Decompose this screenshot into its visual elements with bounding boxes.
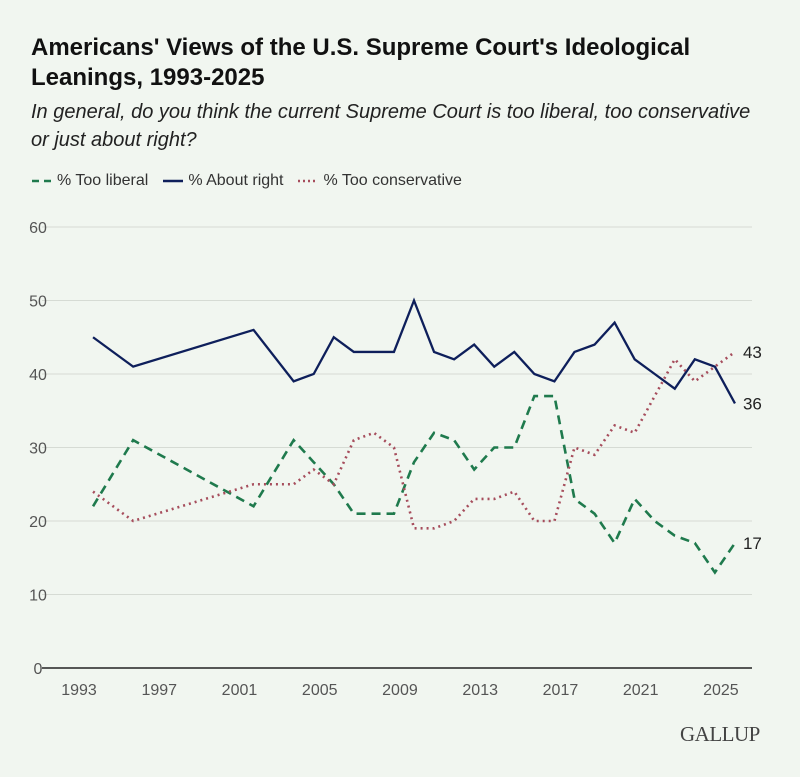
legend-label-about-right: % About right <box>188 172 284 189</box>
x-tick-label: 1993 <box>61 682 97 699</box>
x-tick-label: 2001 <box>222 682 258 699</box>
x-tick-label: 2025 <box>703 682 739 699</box>
legend-item-too-conservative: % Too conservative <box>297 172 462 190</box>
chart-title: Americans' Views of the U.S. Supreme Cou… <box>31 34 691 91</box>
legend: % Too liberal % About right % Too conser… <box>31 172 462 190</box>
end-value-label: 17 <box>743 534 762 553</box>
gallup-logo: GALLUP <box>680 722 760 746</box>
x-tick-label: 2017 <box>543 682 579 699</box>
end-value-label: 43 <box>743 343 762 362</box>
legend-label-too-liberal: % Too liberal <box>57 172 149 189</box>
y-tick-label: 0 <box>34 661 43 678</box>
legend-item-too-liberal: % Too liberal <box>31 172 148 190</box>
end-value-label: 36 <box>743 394 762 413</box>
legend-swatch-too-conservative <box>298 179 319 183</box>
y-tick-label: 50 <box>29 294 47 311</box>
x-tick-label: 1997 <box>141 682 177 699</box>
y-tick-label: 10 <box>29 588 47 605</box>
series-line-about-right <box>92 297 736 404</box>
y-tick-label: 20 <box>29 514 47 531</box>
x-tick-label: 2013 <box>462 682 498 699</box>
y-tick-label: 30 <box>29 441 47 458</box>
y-tick-label: 60 <box>29 220 47 237</box>
legend-label-too-conservative: % Too conservative <box>323 172 462 189</box>
y-tick-label: 40 <box>29 367 47 384</box>
chart-subtitle: In general, do you think the current Sup… <box>31 101 751 151</box>
x-tick-label: 2021 <box>623 682 659 699</box>
legend-item-about-right: % About right <box>162 172 283 190</box>
x-tick-label: 2009 <box>382 682 418 699</box>
series-line-too-liberal <box>91 394 737 575</box>
x-tick-label: 2005 <box>302 682 338 699</box>
legend-swatch-too-liberal <box>32 179 52 183</box>
legend-swatch-about-right <box>163 179 184 183</box>
